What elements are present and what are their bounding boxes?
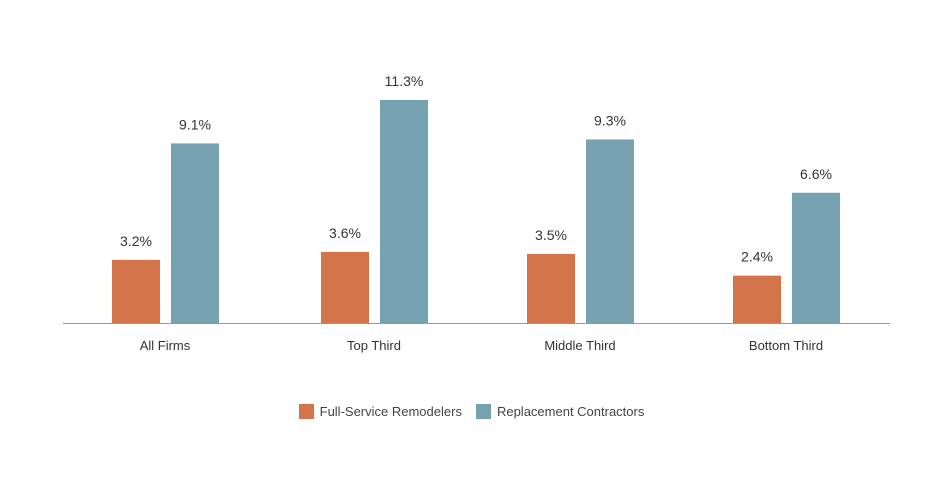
data-label-bottom-third-replacement-contractors: 6.6%	[800, 166, 832, 182]
legend: Full-Service Remodelers Replacement Cont…	[0, 404, 943, 419]
data-label-all-firms-full-service-remodelers: 3.2%	[120, 233, 152, 249]
x-tick-label-top-third: Top Third	[347, 338, 401, 353]
x-tick-label-middle-third: Middle Third	[544, 338, 615, 353]
bar-top-third-full-service-remodelers	[321, 251, 369, 323]
legend-item-full-service: Full-Service Remodelers	[298, 404, 462, 419]
bar-all-firms-full-service-remodelers	[112, 259, 160, 323]
bar-middle-third-replacement-contractors	[586, 139, 634, 323]
bar-bottom-third-replacement-contractors	[792, 192, 840, 323]
legend-item-replacement: Replacement Contractors	[475, 404, 645, 419]
bar-top-third-replacement-contractors	[380, 100, 428, 323]
data-label-middle-third-full-service-remodelers: 3.5%	[535, 227, 567, 243]
legend-label-replacement: Replacement Contractors	[496, 404, 645, 419]
data-label-bottom-third-full-service-remodelers: 2.4%	[741, 249, 773, 265]
data-label-all-firms-replacement-contractors: 9.1%	[179, 116, 211, 132]
bar-middle-third-full-service-remodelers	[527, 253, 575, 323]
x-tick-label-all-firms: All Firms	[140, 338, 191, 353]
bar-bottom-third-full-service-remodelers	[733, 275, 781, 323]
data-label-top-third-full-service-remodelers: 3.6%	[329, 225, 361, 241]
legend-swatch-full-service	[298, 404, 314, 419]
data-label-middle-third-replacement-contractors: 9.3%	[594, 112, 626, 128]
x-tick-label-bottom-third: Bottom Third	[749, 338, 823, 353]
data-label-top-third-replacement-contractors: 11.3%	[385, 73, 424, 89]
legend-label-full-service: Full-Service Remodelers	[319, 404, 462, 419]
bar-all-firms-replacement-contractors	[171, 143, 219, 323]
legend-swatch-replacement	[475, 404, 491, 419]
